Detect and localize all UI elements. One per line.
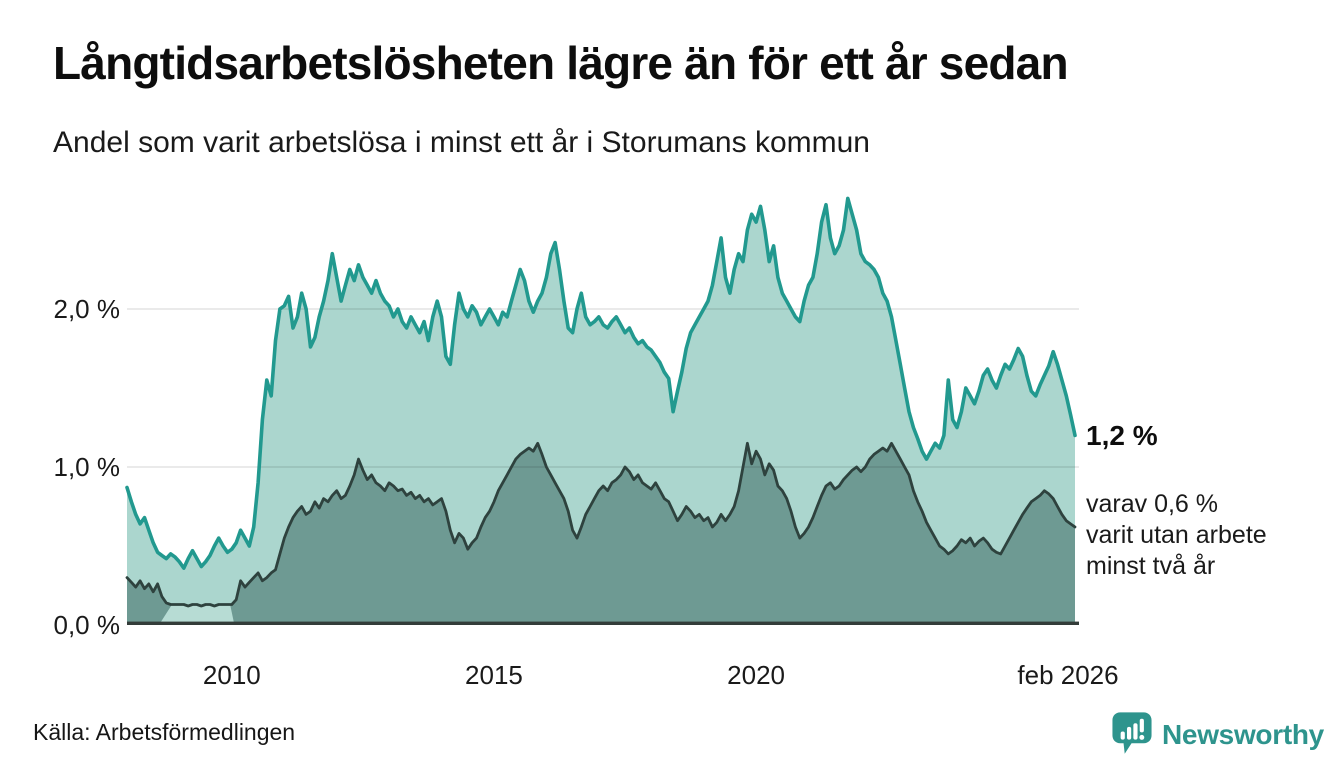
latest-value-label: 1,2 %: [1086, 420, 1158, 451]
missing-data-patch: [160, 604, 234, 623]
y-tick-label: 2,0 %: [54, 294, 121, 324]
x-axis-tick-labels: 2010 2015 2020 feb 2026: [203, 660, 1119, 690]
line-two-years: [125, 441, 1077, 608]
y-axis-tick-labels: 0,0 % 1,0 % 2,0 %: [54, 294, 121, 640]
x-tick-label: feb 2026: [1017, 660, 1118, 690]
page-subtitle: Andel som varit arbetslösa i minst ett å…: [53, 126, 870, 159]
source-note: Källa: Arbetsförmedlingen: [33, 719, 296, 745]
brand-name: Newsworthy: [1162, 719, 1324, 750]
gridlines: [127, 308, 1079, 468]
page-title: Långtidsarbetslösheten lägre än för ett …: [53, 37, 1069, 89]
newsworthy-bubble-bar-chart-icon: [1112, 712, 1152, 754]
x-tick-label: 2020: [727, 660, 785, 690]
line-one-year: [125, 196, 1077, 570]
latest-subvalue-line: varav 0,6 %: [1086, 490, 1219, 518]
latest-subvalue-line: varit utan arbete: [1086, 521, 1267, 549]
chart-plot-group: 0,0 % 1,0 % 2,0 % 2010 2015 2020 feb 2026: [54, 196, 1119, 690]
x-tick-label: 2010: [203, 660, 261, 690]
y-tick-label: 1,0 %: [54, 452, 121, 482]
y-tick-label: 0,0 %: [54, 610, 121, 640]
x-tick-label: 2015: [465, 660, 523, 690]
x-axis-line: [127, 621, 1079, 625]
latest-subvalue-line: minst två år: [1086, 552, 1216, 580]
newsworthy-branding: Newsworthy: [1112, 710, 1324, 762]
latest-subvalue-label: varav 0,6 % varit utan arbete minst två …: [1086, 489, 1267, 582]
